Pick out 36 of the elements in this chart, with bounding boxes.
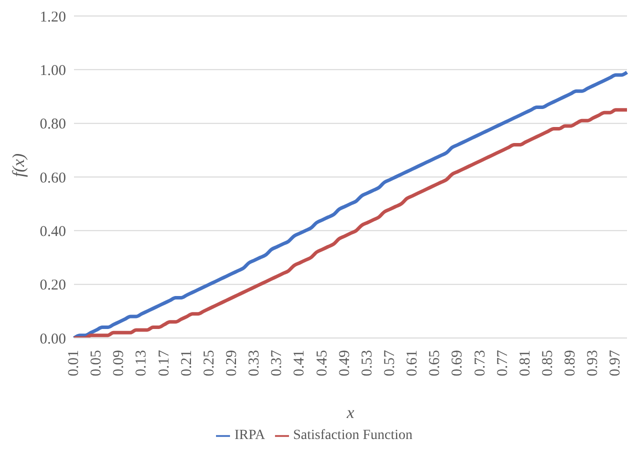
- x-tick-label: 0.61: [404, 350, 421, 376]
- x-tick-label: 0.45: [314, 350, 330, 376]
- x-tick-label: 0.65: [427, 350, 444, 376]
- x-tick-label: 0.89: [562, 350, 579, 376]
- x-tick-label: 0.09: [111, 350, 128, 376]
- legend-label: Satisfaction Function: [293, 428, 412, 443]
- y-tick-label: 0.80: [40, 116, 66, 133]
- x-tick-label: 0.85: [540, 350, 556, 376]
- x-tick-label: 0.73: [472, 350, 488, 376]
- legend-label: IRPA: [234, 428, 266, 443]
- x-tick-label: 0.25: [201, 350, 218, 376]
- x-tick-label: 0.97: [608, 350, 624, 376]
- x-tick-label: 0.77: [494, 350, 511, 376]
- y-tick-label: 0.60: [40, 170, 66, 186]
- x-tick-label: 0.41: [292, 350, 308, 376]
- x-tick-label: 0.57: [382, 350, 398, 376]
- y-tick-label: 0.40: [40, 224, 66, 240]
- x-tick-label: 0.17: [156, 350, 172, 376]
- x-tick-label: 0.33: [246, 350, 263, 376]
- x-tick-label: 0.69: [450, 350, 466, 376]
- x-tick-label: 0.05: [88, 350, 105, 376]
- y-tick-label: 1.00: [40, 62, 66, 79]
- x-axis-title: x: [346, 403, 355, 422]
- x-tick-label: 0.37: [269, 350, 286, 376]
- y-tick-label: 0.00: [40, 331, 66, 348]
- x-tick-label: 0.13: [134, 350, 150, 376]
- x-tick-label: 0.93: [585, 350, 602, 376]
- x-tick-label: 0.81: [517, 350, 534, 376]
- x-tick-label: 0.29: [224, 350, 240, 376]
- x-tick-label: 0.01: [66, 350, 82, 376]
- x-tick-label: 0.49: [336, 350, 353, 376]
- y-tick-label: 0.20: [40, 278, 66, 294]
- x-tick-label: 0.53: [359, 350, 376, 376]
- x-tick-label: 0.21: [178, 350, 195, 376]
- y-axis-title: f(x): [9, 153, 28, 177]
- y-tick-label: 1.20: [40, 9, 66, 26]
